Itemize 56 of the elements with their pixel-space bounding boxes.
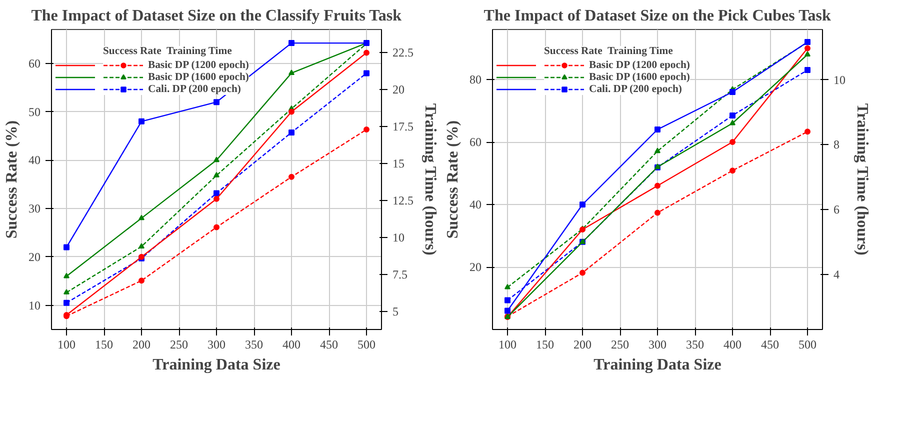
x-tick-label: 500 [798, 338, 816, 352]
y-tick-label: 60 [470, 135, 482, 149]
y2-tick-label: 10 [834, 72, 846, 87]
legend-label: Basic DP (1200 epoch) [148, 59, 249, 71]
x-tick-label: 150 [536, 338, 554, 352]
chart-title: The Impact of Dataset Size on the Pick Cubes Task [484, 8, 832, 24]
y2-tick-label: 17.5 [392, 120, 414, 134]
chart-title: The Impact of Dataset Size on the Classify Fruits Task [31, 8, 402, 24]
y2-tick-label: 20 [392, 82, 404, 96]
x-axis-title: Training Data Size [152, 356, 280, 374]
legend-title: Success Rate Training Time [544, 46, 674, 57]
x-tick-label: 250 [170, 338, 188, 352]
x-tick-label: 250 [611, 338, 629, 352]
legend-label: Basic DP (1600 epoch) [148, 71, 249, 83]
x-tick-label: 350 [686, 338, 704, 352]
y-tick-label: 80 [470, 72, 482, 86]
legend-label: Cali. DP (200 epoch) [589, 83, 682, 95]
x-tick-label: 200 [132, 338, 150, 352]
y2-tick-label: 7.5 [392, 268, 408, 282]
x-tick-label: 300 [648, 338, 666, 352]
y-tick-label: 50 [28, 104, 40, 119]
y2-tick-label: 8 [834, 138, 840, 152]
y2-axis-title: Training Time (hours) [854, 103, 870, 256]
x-tick-label: 500 [358, 338, 376, 352]
x-tick-label: 100 [58, 338, 76, 352]
x-axis-title: Training Data Size [594, 356, 722, 374]
x-tick-label: 400 [282, 338, 300, 352]
legend-label: Cali. DP (200 epoch) [148, 83, 241, 95]
y-tick-label: 40 [28, 153, 40, 168]
x-tick-label: 200 [574, 338, 592, 352]
x-tick-label: 100 [498, 338, 516, 352]
y2-tick-label: 4 [834, 267, 840, 282]
legend-title: Success Rate Training Time [103, 46, 233, 57]
legend-label: Basic DP (1600 epoch) [589, 71, 690, 83]
y-axis-title: Success Rate (%) [4, 120, 20, 239]
y-tick-label: 40 [470, 198, 482, 212]
x-tick-label: 350 [245, 338, 263, 352]
y-axis-title: Success Rate (%) [444, 120, 462, 239]
y2-tick-label: 12.5 [392, 194, 414, 208]
legend-label: Basic DP (1200 epoch) [589, 59, 690, 71]
y-tick-label: 60 [28, 56, 40, 70]
y-tick-label: 30 [28, 202, 40, 216]
x-tick-label: 150 [95, 338, 113, 352]
y-tick-label: 20 [470, 260, 482, 274]
x-tick-label: 300 [208, 338, 226, 352]
y2-tick-label: 15 [392, 156, 404, 171]
y2-tick-label: 10 [392, 230, 404, 245]
x-tick-label: 450 [761, 338, 779, 352]
x-tick-label: 450 [320, 338, 338, 352]
y-tick-label: 20 [28, 250, 40, 264]
x-tick-label: 400 [724, 338, 742, 352]
y2-axis-title: Training Time (hours) [422, 103, 438, 256]
y-tick-label: 10 [28, 298, 40, 312]
y2-tick-label: 22.5 [392, 45, 414, 60]
y2-tick-label: 5 [392, 304, 398, 319]
y2-tick-label: 6 [834, 202, 840, 216]
